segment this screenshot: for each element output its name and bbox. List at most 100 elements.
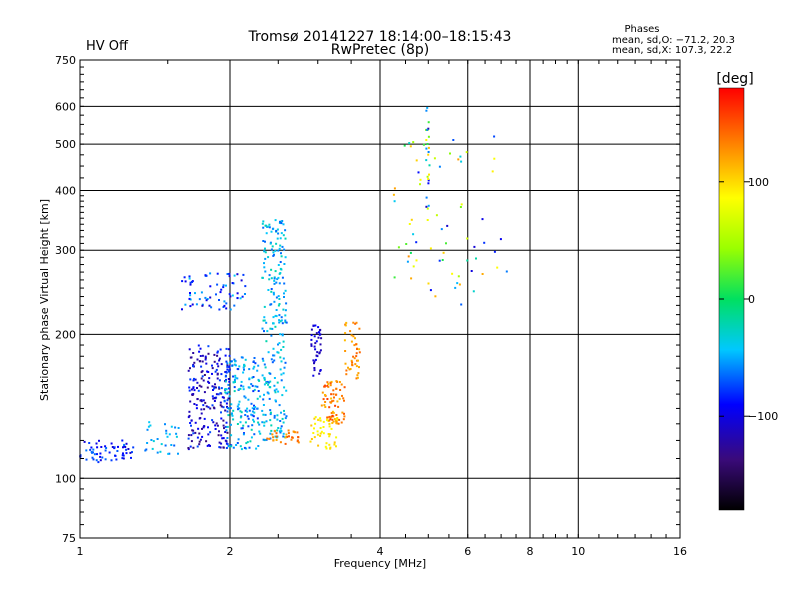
data-point <box>283 248 286 251</box>
data-point <box>337 422 340 425</box>
data-point <box>324 394 326 396</box>
data-point <box>207 406 210 409</box>
data-point <box>204 358 207 361</box>
data-point <box>272 293 275 296</box>
data-point <box>273 253 275 256</box>
data-point <box>273 276 276 279</box>
data-point <box>225 371 228 374</box>
data-point <box>425 147 428 150</box>
data-point <box>284 361 287 364</box>
data-point <box>246 415 249 418</box>
data-point <box>276 414 279 417</box>
data-point <box>88 442 91 444</box>
data-point <box>228 445 231 448</box>
data-point <box>278 282 281 285</box>
data-point <box>244 409 247 412</box>
data-point <box>279 320 282 323</box>
data-point <box>278 314 281 317</box>
data-point <box>483 241 486 244</box>
data-point <box>280 252 282 255</box>
data-point <box>123 443 126 446</box>
data-point <box>188 275 191 278</box>
data-point <box>263 378 266 381</box>
data-point <box>326 398 329 400</box>
data-point <box>104 458 107 461</box>
data-point <box>317 444 320 447</box>
data-point <box>177 427 180 429</box>
data-point <box>244 396 247 399</box>
data-point <box>320 404 323 407</box>
data-point <box>318 351 321 354</box>
data-point <box>427 179 430 182</box>
data-point <box>427 135 430 138</box>
data-point <box>229 295 232 298</box>
data-point <box>285 321 288 324</box>
data-point <box>221 437 224 440</box>
data-point <box>273 354 276 357</box>
data-point <box>230 423 232 426</box>
data-point <box>426 175 429 178</box>
data-point <box>224 391 227 394</box>
data-point <box>243 363 246 366</box>
data-point <box>269 380 272 383</box>
data-point <box>252 390 255 393</box>
data-point <box>250 436 253 439</box>
data-point <box>357 372 360 375</box>
data-point <box>268 437 271 440</box>
data-point <box>425 196 428 199</box>
x-tick-label: 10 <box>571 545 585 558</box>
data-point <box>125 448 128 451</box>
data-point <box>159 450 162 453</box>
x-tick-label: 8 <box>527 545 534 558</box>
data-point <box>332 393 335 396</box>
data-point <box>239 421 242 424</box>
data-point <box>271 327 274 330</box>
data-point <box>426 128 429 131</box>
data-point <box>195 404 198 407</box>
data-point <box>276 237 279 240</box>
data-point <box>354 363 357 366</box>
data-point <box>427 153 430 156</box>
data-point <box>277 390 280 393</box>
data-point <box>227 383 230 386</box>
data-point <box>225 284 227 287</box>
data-point <box>211 385 214 388</box>
data-point <box>276 278 279 281</box>
data-point <box>419 178 422 181</box>
data-point <box>225 447 228 449</box>
data-point <box>198 443 201 446</box>
data-point <box>277 264 280 266</box>
data-point <box>146 428 149 431</box>
data-point <box>206 370 209 373</box>
data-point <box>284 417 287 420</box>
data-point <box>281 276 284 279</box>
data-point <box>208 377 211 380</box>
data-point <box>332 420 335 423</box>
y-tick-label: 75 <box>62 532 76 545</box>
data-point <box>262 220 265 223</box>
data-point <box>189 445 192 448</box>
y-tick-label: 300 <box>55 244 76 257</box>
data-point <box>256 397 259 400</box>
data-point <box>333 396 335 399</box>
data-point <box>261 327 264 330</box>
data-point <box>198 360 201 363</box>
data-point <box>272 354 275 357</box>
data-point <box>329 418 332 421</box>
data-point <box>199 417 202 419</box>
data-point <box>263 393 265 396</box>
data-point <box>335 422 338 425</box>
data-point <box>328 443 331 446</box>
data-point <box>224 354 227 357</box>
data-point <box>460 303 463 306</box>
data-point <box>332 399 335 402</box>
data-point <box>222 437 225 440</box>
data-point <box>237 403 240 406</box>
data-point <box>358 366 360 369</box>
data-point <box>319 419 322 422</box>
data-point <box>203 408 206 411</box>
data-point <box>466 259 469 262</box>
data-point <box>95 459 98 462</box>
data-point <box>240 427 243 430</box>
data-point <box>256 417 259 420</box>
